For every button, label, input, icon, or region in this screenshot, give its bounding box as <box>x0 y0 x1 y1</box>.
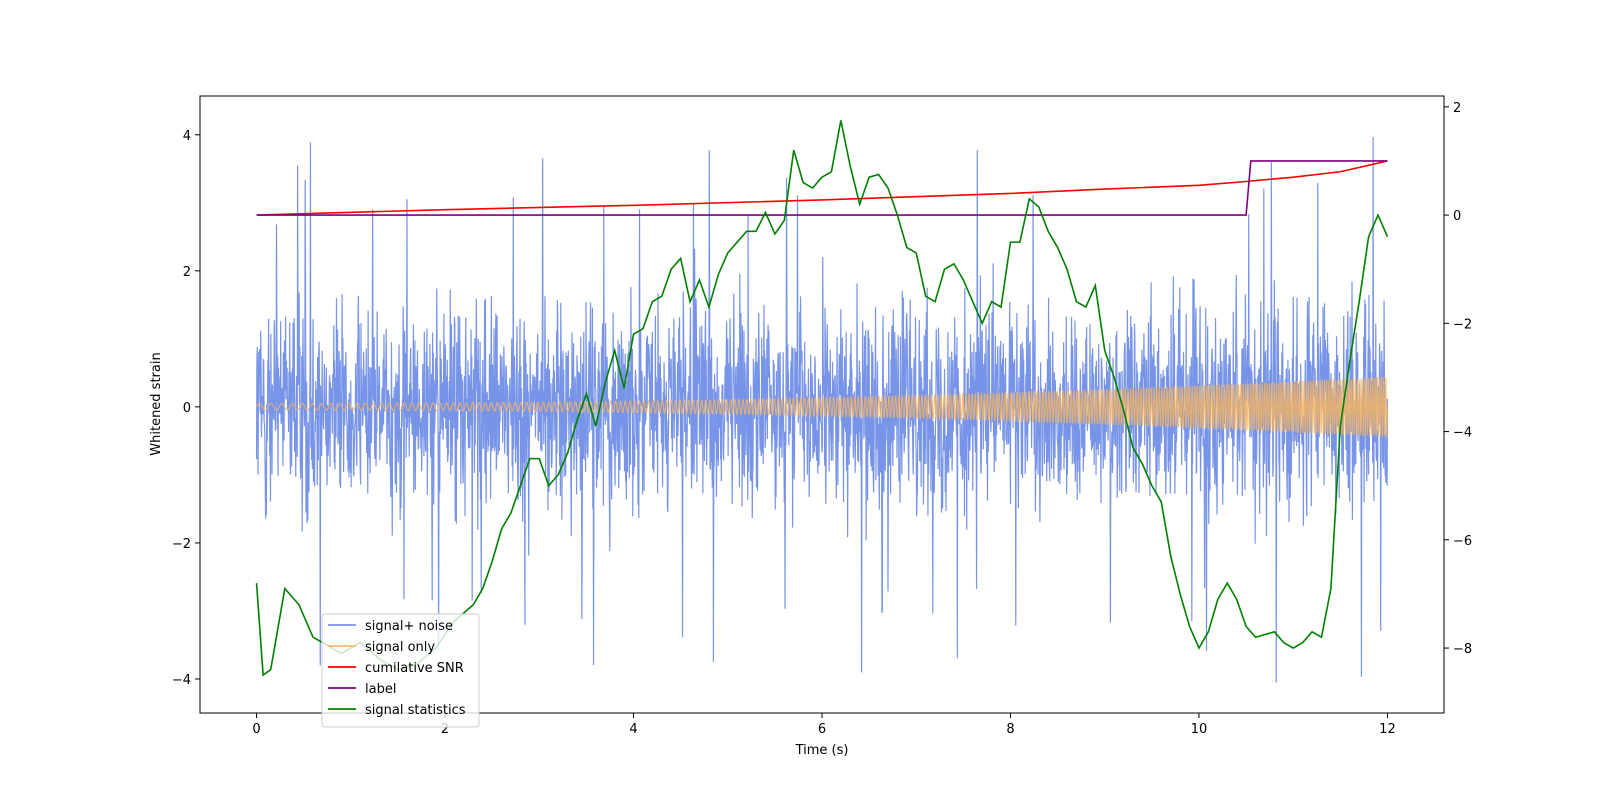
x-tick-label: 6 <box>818 722 826 737</box>
series-line-signal-only <box>256 376 1388 438</box>
series-line-signal-noise <box>255 137 1389 683</box>
x-tick-label: 2 <box>441 722 449 737</box>
series-line-label <box>256 160 1388 216</box>
y2-tick-label: −2 <box>1453 317 1472 332</box>
series-signal-only <box>256 376 1388 438</box>
x-tick-label: 10 <box>1191 722 1208 737</box>
y-tick-label: −2 <box>172 537 191 552</box>
series-line-cumilative-snr <box>256 160 1388 216</box>
y-tick-label: 0 <box>183 401 191 416</box>
plot-area <box>255 120 1389 683</box>
legend-label-cumilative-snr: cumilative SNR <box>365 661 464 676</box>
y-tick-label: −4 <box>172 673 191 688</box>
y-axis-left: −4 −2 0 2 4 <box>172 129 200 688</box>
y2-tick-label: 0 <box>1453 209 1461 224</box>
x-axis-label: Time (s) <box>795 743 849 758</box>
y-tick-label: 4 <box>183 129 191 144</box>
x-tick-label: 4 <box>629 722 637 737</box>
y-tick-label: 2 <box>183 265 191 280</box>
legend-box <box>321 613 480 728</box>
y2-tick-label: 2 <box>1453 101 1461 116</box>
y-axis-right: −8 −6 −4 −2 0 2 <box>1444 101 1472 657</box>
legend-label-signal-only: signal only <box>365 640 435 655</box>
legend-label-signal-statistics: signal statistics <box>365 703 466 718</box>
x-tick-label: 0 <box>252 722 260 737</box>
x-tick-label: 12 <box>1379 722 1396 737</box>
series-line-signal-statistics <box>255 120 1389 677</box>
series-right-axis <box>255 120 1389 677</box>
legend: signal+ noise signal only cumilative SNR la… <box>321 613 480 728</box>
y2-tick-label: −8 <box>1453 642 1472 657</box>
y2-tick-label: −4 <box>1453 426 1472 441</box>
x-tick-label: 8 <box>1006 722 1014 737</box>
legend-label-signal-noise: signal+ noise <box>365 619 453 634</box>
y2-tick-label: −6 <box>1453 534 1472 549</box>
legend-label-label: label <box>365 682 396 697</box>
series-signal-noise <box>255 137 1389 683</box>
y-axis-label: Whitened strain <box>149 352 164 455</box>
